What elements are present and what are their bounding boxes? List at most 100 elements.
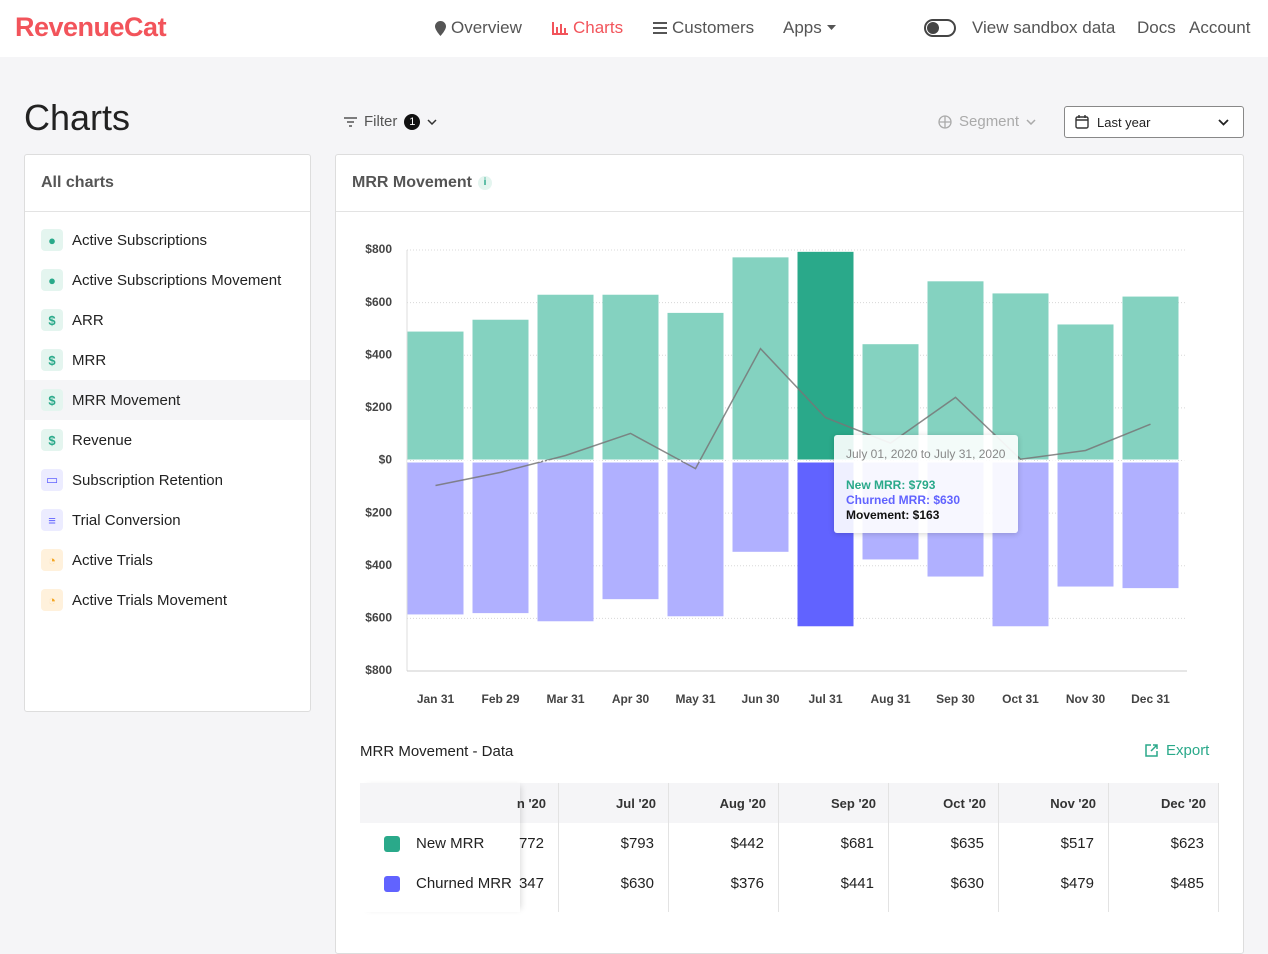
nav-link[interactable]: Overview bbox=[435, 18, 522, 38]
x-tick-label: Nov 30 bbox=[1066, 692, 1106, 706]
x-tick-label: Jul 31 bbox=[808, 692, 842, 706]
tooltip-line: New MRR: $793 bbox=[846, 478, 936, 492]
column-header: Oct '20 bbox=[943, 796, 986, 811]
nav-link[interactable]: Customers bbox=[653, 18, 754, 38]
x-tick-label: Jun 30 bbox=[741, 692, 779, 706]
filter-button[interactable]: Filter 1 bbox=[344, 113, 437, 130]
date-range-select[interactable]: Last year bbox=[1064, 106, 1244, 138]
table-cell: $681 bbox=[840, 835, 874, 852]
bar bbox=[992, 293, 1049, 460]
chart-list-title: All charts bbox=[25, 155, 310, 212]
y-tick-label: $800 bbox=[365, 242, 392, 256]
segment-button[interactable]: Segment bbox=[938, 113, 1036, 130]
y-tick-label: $200 bbox=[365, 505, 392, 519]
table-cell: $630 bbox=[950, 875, 984, 892]
nav-link[interactable]: Account bbox=[1189, 18, 1251, 37]
table-cell: $630 bbox=[620, 875, 654, 892]
chart-list-item[interactable]: ◔ Active Trials bbox=[25, 540, 310, 580]
bar bbox=[602, 294, 659, 460]
column-header: Sep '20 bbox=[830, 796, 876, 811]
x-tick-label: Dec 31 bbox=[1131, 692, 1170, 706]
export-button[interactable]: Export bbox=[1145, 742, 1209, 759]
bar bbox=[667, 462, 724, 617]
item-icon: ◔ bbox=[41, 549, 63, 571]
x-tick-label: Jan 31 bbox=[417, 692, 455, 706]
column-divider bbox=[888, 783, 889, 912]
column-divider bbox=[668, 783, 669, 912]
item-icon: $ bbox=[41, 429, 63, 451]
table-cell: $517 bbox=[1060, 835, 1094, 852]
item-label: Revenue bbox=[72, 431, 133, 449]
column-divider bbox=[1108, 783, 1109, 912]
bar bbox=[407, 331, 464, 460]
table-cell: $442 bbox=[730, 835, 764, 852]
bar bbox=[1122, 296, 1179, 460]
bar bbox=[472, 462, 529, 614]
nav-link[interactable]: Charts bbox=[552, 18, 623, 38]
column-divider bbox=[778, 783, 779, 912]
table-cell: $441 bbox=[840, 875, 874, 892]
nav-link[interactable]: Docs bbox=[1137, 18, 1176, 37]
bar bbox=[797, 251, 854, 460]
tooltip-line: Movement: $163 bbox=[846, 508, 940, 522]
date-range-label: Last year bbox=[1097, 114, 1151, 130]
bar bbox=[1057, 324, 1114, 460]
column-divider bbox=[998, 783, 999, 912]
chart-list-item[interactable]: $ MRR Movement bbox=[25, 380, 310, 420]
filter-icon bbox=[344, 116, 357, 127]
table-cell: $623 bbox=[1170, 835, 1204, 852]
column-header: Nov '20 bbox=[1050, 796, 1096, 811]
top-nav: RevenueCat Overview Charts Customers App… bbox=[0, 0, 1268, 57]
chart-list-item[interactable]: $ ARR bbox=[25, 300, 310, 340]
x-tick-label: Apr 30 bbox=[612, 692, 650, 706]
tooltip-line: Churned MRR: $630 bbox=[846, 493, 961, 507]
y-tick-label: $600 bbox=[365, 611, 392, 625]
y-tick-label: $400 bbox=[365, 558, 392, 572]
y-tick-label: $0 bbox=[379, 453, 393, 467]
tooltip: July 01, 2020 to July 31, 2020 New MRR: … bbox=[834, 435, 1018, 533]
filter-label: Filter bbox=[364, 113, 398, 130]
column-header: Aug '20 bbox=[719, 796, 766, 811]
y-tick-label: $800 bbox=[365, 663, 392, 677]
chart-list-item[interactable]: $ Revenue bbox=[25, 420, 310, 460]
info-icon[interactable]: i bbox=[478, 175, 493, 190]
bar bbox=[927, 281, 984, 460]
row-name: New MRR bbox=[384, 835, 484, 852]
item-label: MRR Movement bbox=[72, 391, 181, 409]
item-label: Subscription Retention bbox=[72, 471, 223, 489]
export-icon bbox=[1145, 744, 1158, 757]
x-tick-label: Oct 31 bbox=[1002, 692, 1039, 706]
bar bbox=[537, 294, 594, 460]
sandbox-toggle[interactable] bbox=[924, 19, 956, 37]
chart-icon bbox=[552, 21, 568, 35]
item-label: Active Trials Movement bbox=[72, 591, 228, 609]
tooltip-range: July 01, 2020 to July 31, 2020 bbox=[846, 447, 1006, 461]
item-label: MRR bbox=[72, 351, 107, 369]
chart-list-item[interactable]: ▭ Subscription Retention bbox=[25, 460, 310, 500]
x-tick-label: Aug 31 bbox=[870, 692, 910, 706]
nav-link[interactable]: Apps bbox=[783, 18, 836, 38]
table-cell: $485 bbox=[1170, 875, 1204, 892]
item-icon: ≡ bbox=[41, 509, 63, 531]
item-icon: ● bbox=[41, 229, 63, 251]
chart-list-item[interactable]: ● Active Subscriptions Movement bbox=[25, 260, 310, 300]
bar bbox=[732, 462, 789, 552]
nav-label: Apps bbox=[783, 18, 822, 37]
logo[interactable]: RevenueCat bbox=[15, 12, 167, 42]
calendar-icon bbox=[1075, 115, 1089, 129]
chart-list-item[interactable]: ≡ Trial Conversion bbox=[25, 500, 310, 540]
column-divider bbox=[558, 783, 559, 912]
legend-swatch bbox=[384, 875, 400, 892]
x-tick-label: Sep 30 bbox=[936, 692, 975, 706]
chart-list-item[interactable]: ◔ Active Trials Movement bbox=[25, 580, 310, 620]
bar bbox=[472, 319, 529, 460]
x-tick-label: Feb 29 bbox=[481, 692, 519, 706]
chart-list-item[interactable]: $ MRR bbox=[25, 340, 310, 380]
table-title: MRR Movement - Data bbox=[360, 743, 514, 760]
y-tick-label: $600 bbox=[365, 295, 392, 309]
sandbox-label: View sandbox data bbox=[972, 18, 1116, 37]
chevron bbox=[1218, 118, 1229, 126]
chart-list-item[interactable]: ● Active Subscriptions bbox=[25, 220, 310, 260]
column-divider bbox=[1218, 783, 1219, 912]
